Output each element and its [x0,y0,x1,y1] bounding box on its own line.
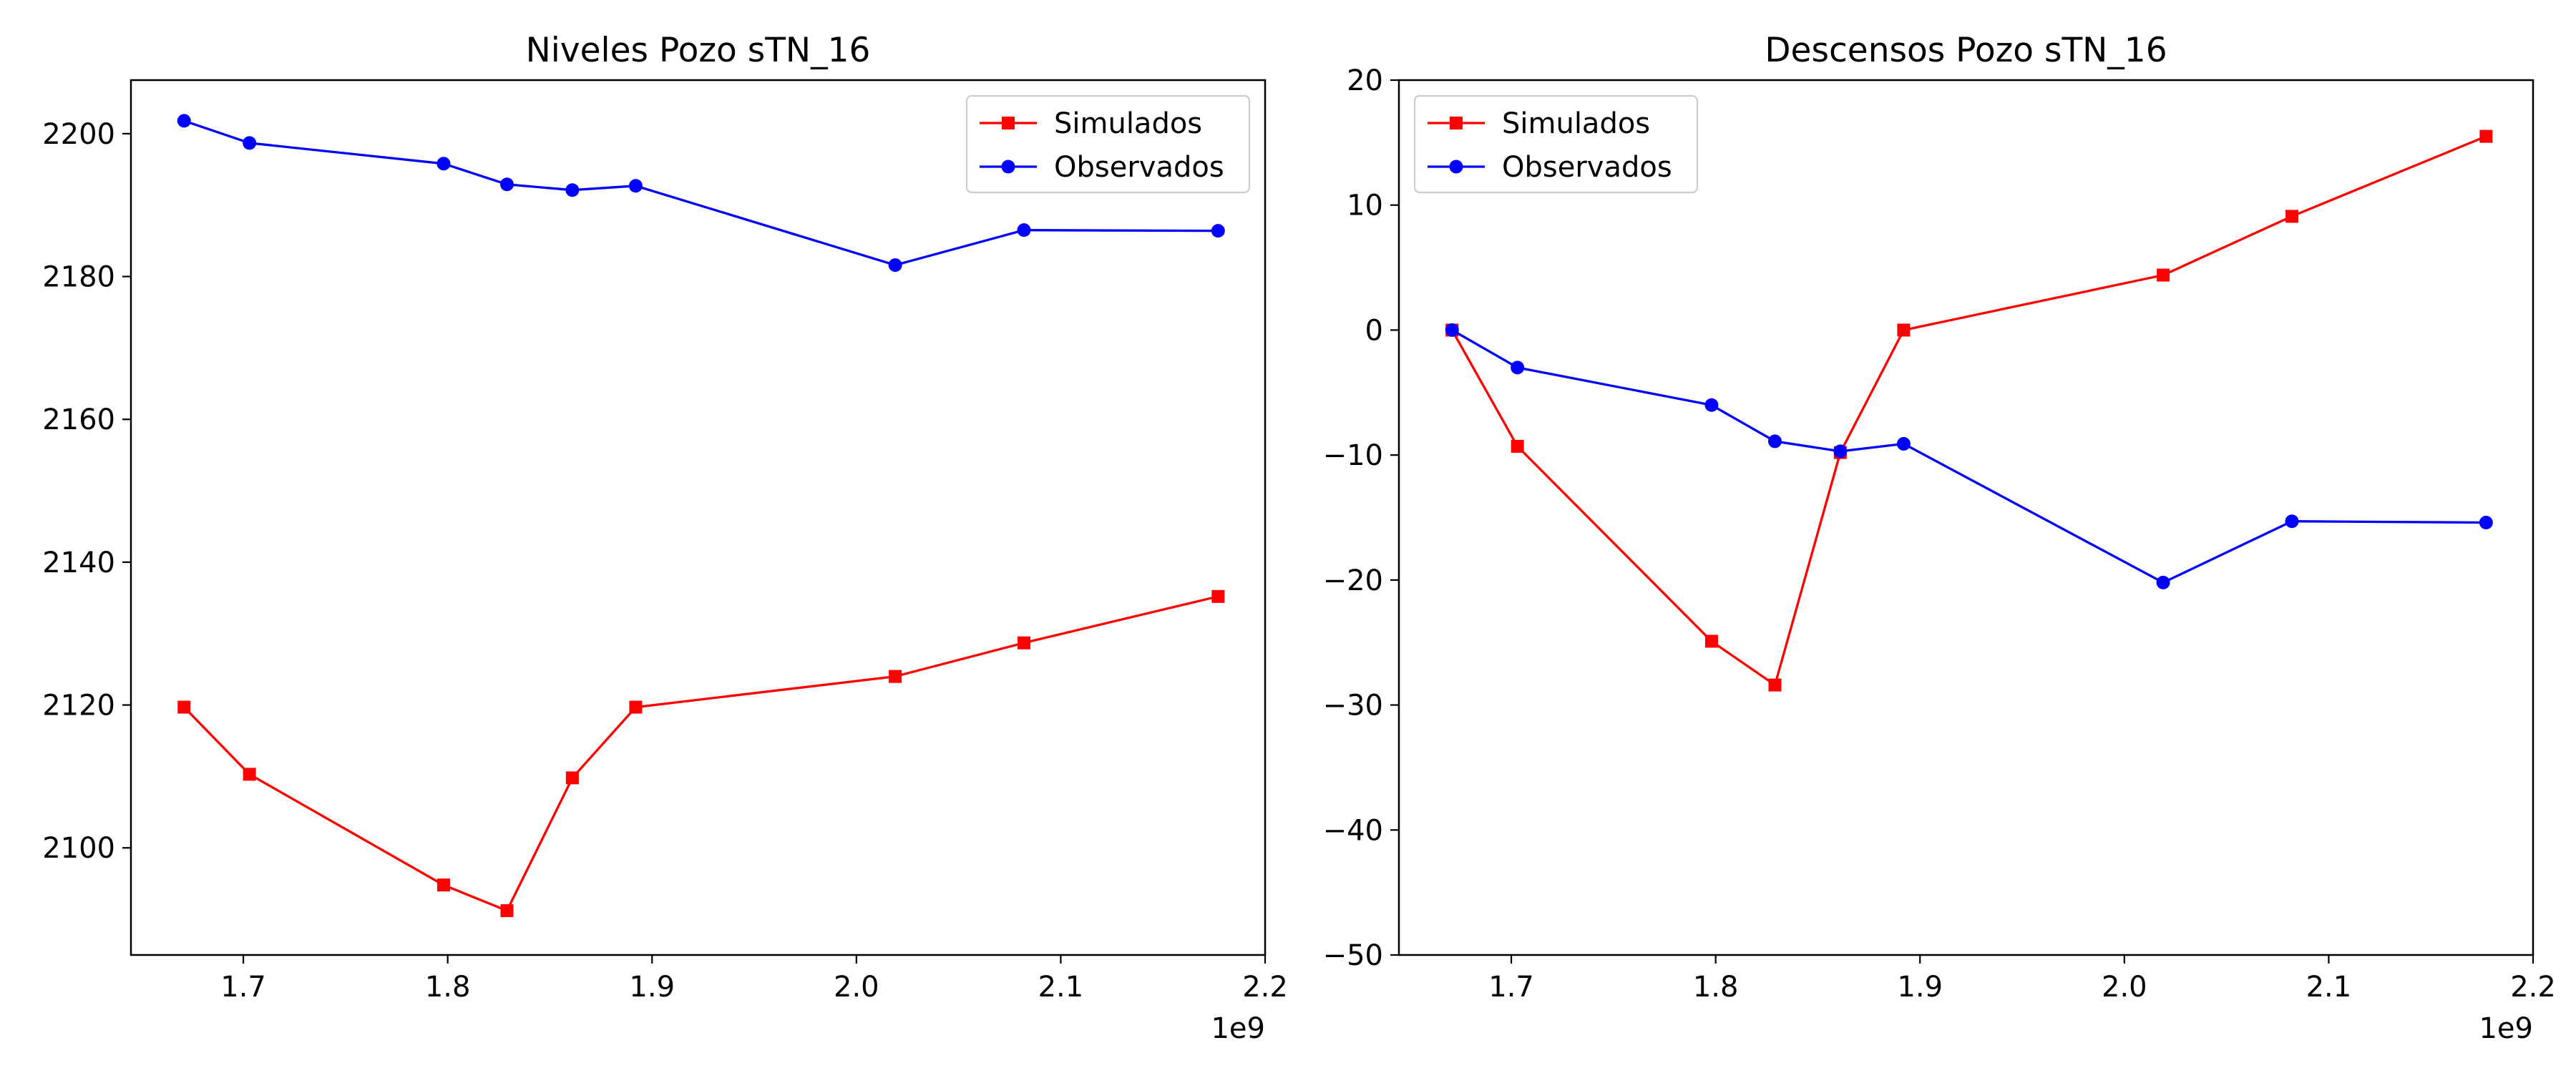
data-point [2479,515,2493,529]
series-observados [177,114,1225,273]
x-offset-label: 1e9 [1211,1012,1265,1045]
data-point [2157,268,2170,282]
x-tick-label: 2.1 [2306,971,2352,1004]
y-tick-label: 2100 [42,832,115,865]
chart-niveles: Niveles Pozo sTN_16 1.7 1.8 1.9 2.0 2.1 2.2 1e9… [42,31,1288,1045]
y-tick-label: 20 [1347,64,1383,97]
y-tick-label: −20 [1323,564,1383,597]
chart-descensos: Descensos Pozo sTN_16 1.7 1.8 1.9 2.0 2.1 2.2 1… [1323,31,2556,1045]
chart-title: Descensos Pozo sTN_16 [1765,31,2167,70]
data-point [1017,223,1031,237]
data-point [2285,210,2299,223]
data-point [565,183,580,197]
plot-frame [1397,79,2534,956]
legend-label: Simulados [1502,107,1650,140]
data-point [1018,636,1031,650]
y-tick-label: −40 [1323,814,1383,847]
y-tick-label: 2160 [42,403,115,436]
x-tick-label: 2.2 [1242,971,1288,1004]
data-point [1511,361,1525,375]
series-observados [1445,323,2493,589]
data-point [436,157,451,171]
data-point [1445,323,1459,337]
x-tick-label: 2.0 [2102,971,2147,1004]
legend-entry: Simulados [980,107,1202,140]
data-point [243,768,256,781]
data-point [1768,678,1782,692]
legend-marker [1450,117,1463,129]
data-point [629,700,643,714]
y-tick-label: 10 [1347,190,1383,222]
chart-title: Niveles Pozo sTN_16 [526,31,871,70]
data-point [2479,129,2493,143]
data-point [1704,635,1718,648]
data-point [1511,439,1524,453]
x-tick-label: 1.7 [1488,971,1534,1004]
series-simulados [177,589,1225,918]
x-tick-label: 1.8 [1693,971,1739,1004]
legend-box [1413,94,1699,194]
legend: Simulados Observados [1413,94,1699,194]
y-tick-label: 2180 [42,261,115,294]
y-tick-label: 2120 [42,690,115,722]
y-tick-label: −50 [1323,939,1383,972]
data-point [499,177,514,192]
data-point [500,904,514,918]
legend-marker [1001,160,1015,174]
data-point [565,771,579,785]
data-point [1896,436,1911,451]
y-tick-label: −10 [1323,439,1383,472]
legend-label: Simulados [1054,107,1202,140]
legend-marker [1449,160,1463,174]
x-tick-label: 2.1 [1038,971,1084,1004]
legend-entry: Simulados [1428,107,1650,140]
legend-label: Observados [1054,151,1224,184]
legend-label: Observados [1502,151,1672,184]
data-point [2285,514,2299,529]
x-tick-label: 1.9 [1897,971,1943,1004]
x-tick-label: 2.0 [834,971,879,1004]
legend: Simulados Observados [965,94,1251,194]
data-point [888,258,902,273]
y-tick-label: −30 [1323,690,1383,722]
data-point [436,878,450,892]
x-tick-label: 1.8 [425,971,471,1004]
data-point [1767,434,1782,449]
data-point [1211,589,1225,603]
data-point [889,670,902,683]
legend-entry: Observados [980,151,1224,184]
data-point [243,136,257,150]
data-point [177,700,191,714]
data-point [1833,444,1848,459]
plot-frame [130,79,1267,956]
x-tick-label: 1.7 [220,971,266,1004]
x-offset-label: 1e9 [2479,1012,2533,1045]
data-point [1897,323,1911,337]
legend-entry: Observados [1428,151,1672,184]
legend-marker [1002,117,1015,129]
data-point [1211,224,1225,238]
data-point [2156,575,2170,589]
y-tick-label: 2200 [42,118,115,151]
y-tick-label: 2140 [42,547,115,579]
legend-box [965,94,1251,194]
x-tick-label: 1.9 [629,971,675,1004]
x-tick-label: 2.2 [2510,971,2556,1004]
data-point [1704,398,1719,412]
y-tick-label: 0 [1365,314,1383,347]
data-point [628,179,643,193]
data-point [177,114,191,128]
